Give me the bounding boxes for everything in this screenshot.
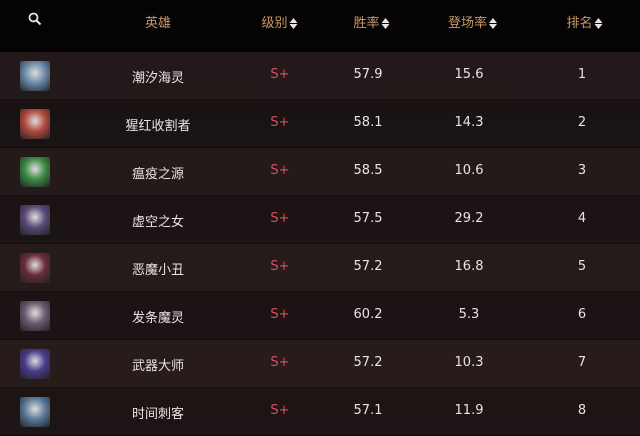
tier: S+ [270,163,290,178]
hero-name[interactable]: 虚空之女 [131,215,185,230]
tier: S+ [270,115,290,130]
win-rate: 60.2 [353,307,383,322]
table-row[interactable]: 时间刺客 S+ 57.1 11.9 8 [0,388,640,436]
hero-avatar[interactable] [20,205,50,235]
hero-avatar[interactable] [20,109,50,139]
pick-rate: 11.9 [454,403,484,418]
hero-name[interactable]: 武器大师 [131,359,185,374]
sort-rank[interactable]: 排名 [566,12,603,31]
hero-avatar[interactable] [20,349,50,379]
win-rate: 58.5 [353,163,383,178]
win-rate: 57.9 [353,67,383,82]
win-rate: 57.5 [353,211,383,226]
table-row[interactable]: 猩红收割者 S+ 58.1 14.3 2 [0,100,640,148]
table-row[interactable]: 恶魔小丑 S+ 57.2 16.8 5 [0,244,640,292]
tier: S+ [270,211,290,226]
win-rate: 58.1 [353,115,383,130]
sort-icon[interactable] [594,17,604,30]
pick-rate: 5.3 [458,307,480,322]
win-rate: 57.2 [353,259,383,274]
tier: S+ [270,355,290,370]
table-row[interactable]: 武器大师 S+ 57.2 10.3 7 [0,340,640,388]
hero-name[interactable]: 潮汐海灵 [131,71,185,86]
table-header: 英雄 级别 胜率 登场率 排名 [0,0,640,52]
hero-name[interactable]: 恶魔小丑 [131,263,185,278]
header-hero: 英雄 [144,16,172,31]
pick-rate: 10.3 [454,355,484,370]
hero-avatar[interactable] [20,397,50,427]
sort-icon[interactable] [289,17,299,30]
search-icon[interactable] [28,12,42,26]
rank: 8 [577,403,587,418]
pick-rate: 29.2 [454,211,484,226]
header-rank: 排名 [566,16,593,31]
hero-avatar[interactable] [20,157,50,187]
hero-avatar[interactable] [20,61,50,91]
pick-rate: 14.3 [454,115,484,130]
tier: S+ [270,259,290,274]
hero-avatar[interactable] [20,301,50,331]
rank: 5 [577,259,587,274]
table-row[interactable]: 发条魔灵 S+ 60.2 5.3 6 [0,292,640,340]
sort-win-rate[interactable]: 胜率 [353,12,390,31]
header-tier: 级别 [261,16,288,31]
tier: S+ [270,403,290,418]
sort-pick-rate[interactable]: 登场率 [448,12,498,31]
win-rate: 57.2 [353,355,383,370]
rank: 3 [577,163,587,178]
win-rate: 57.1 [353,403,383,418]
header-win-rate: 胜率 [353,16,380,31]
rank: 7 [577,355,587,370]
sort-icon[interactable] [381,17,391,30]
hero-name[interactable]: 时间刺客 [131,407,185,422]
rank: 2 [577,115,587,130]
header-pick-rate: 登场率 [447,16,488,31]
hero-name[interactable]: 发条魔灵 [131,311,185,326]
pick-rate: 15.6 [454,67,484,82]
pick-rate: 16.8 [454,259,484,274]
rank: 6 [577,307,587,322]
table-row[interactable]: 潮汐海灵 S+ 57.9 15.6 1 [0,52,640,100]
rank: 1 [577,67,587,82]
hero-avatar[interactable] [20,253,50,283]
pick-rate: 10.6 [454,163,484,178]
tier: S+ [270,307,290,322]
sort-icon[interactable] [489,17,498,30]
table-body: 潮汐海灵 S+ 57.9 15.6 1 猩红收割者 S+ 58.1 14.3 2… [0,52,640,436]
rank: 4 [577,211,587,226]
sort-tier[interactable]: 级别 [261,12,298,31]
hero-name[interactable]: 猩红收割者 [125,119,191,134]
table-row[interactable]: 瘟疫之源 S+ 58.5 10.6 3 [0,148,640,196]
hero-name[interactable]: 瘟疫之源 [131,167,185,182]
tier: S+ [270,67,290,82]
table-row[interactable]: 虚空之女 S+ 57.5 29.2 4 [0,196,640,244]
